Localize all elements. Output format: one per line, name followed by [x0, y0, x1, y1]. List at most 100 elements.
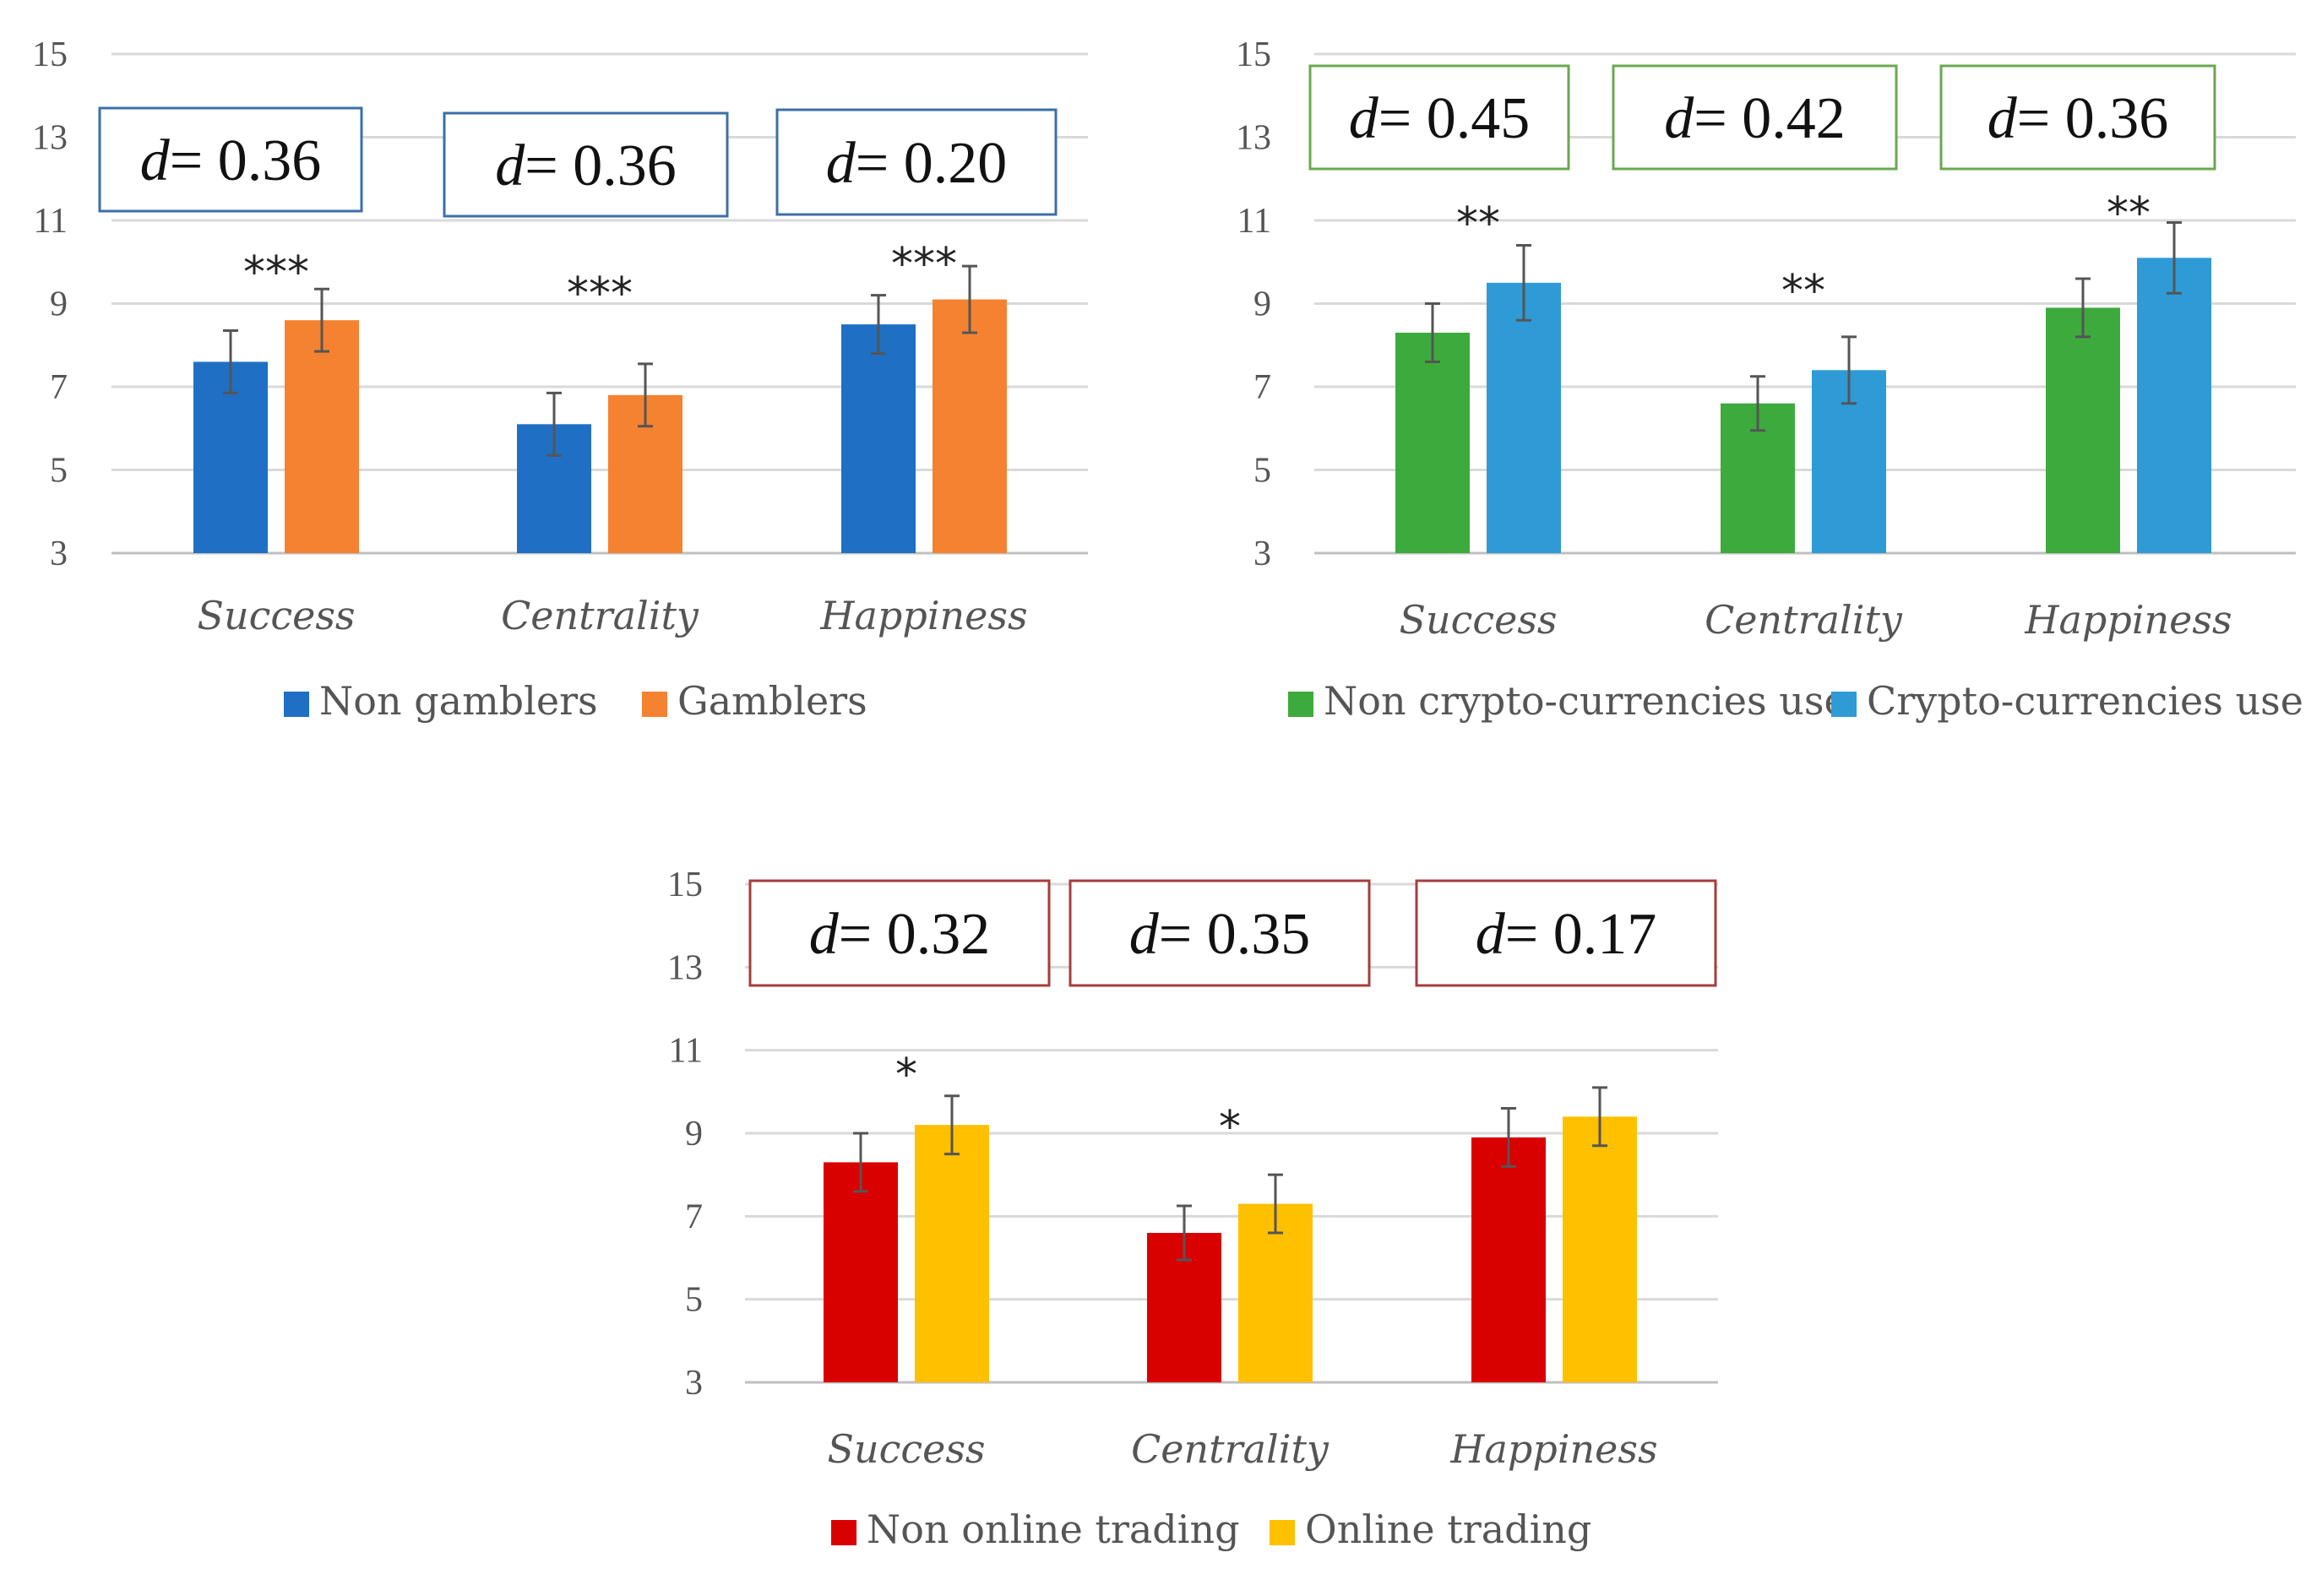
- bar: [915, 1125, 989, 1382]
- effect-size-box: [98, 106, 363, 213]
- effect-size-value: = 0.35: [1159, 902, 1310, 967]
- y-tick-label: 7: [50, 368, 68, 407]
- y-tick-label: 9: [685, 1115, 703, 1154]
- effect-size-value: = 0.36: [525, 133, 676, 198]
- effect-size-value: = 0.20: [856, 131, 1007, 196]
- bar: [1487, 282, 1561, 553]
- significance-label: ***: [243, 247, 309, 298]
- effect-size-box: [1308, 64, 1570, 171]
- category-label: Centrality: [501, 593, 699, 638]
- significance-label: ***: [891, 239, 957, 290]
- effect-size-label: d= 0.32: [809, 902, 990, 967]
- effect-size-symbol: d: [495, 133, 525, 198]
- category-label: Happiness: [1449, 1426, 1657, 1472]
- legend-swatch: [642, 692, 667, 717]
- category-label: Success: [827, 1426, 985, 1472]
- y-tick-label: 9: [1253, 285, 1271, 324]
- y-tick-label: 11: [34, 202, 68, 241]
- effect-size-label: d= 0.36: [140, 128, 321, 193]
- effect-size-symbol: d: [1987, 86, 2018, 151]
- effect-size-box: [775, 108, 1058, 216]
- effect-size-box: [748, 879, 1051, 987]
- bar: [2046, 307, 2120, 553]
- effect-size-symbol: d: [1349, 86, 1379, 151]
- y-tick-label: 7: [685, 1197, 703, 1236]
- effect-size-label: d= 0.45: [1349, 86, 1530, 151]
- y-tick-label: 5: [685, 1281, 703, 1320]
- y-tick-label: 7: [1253, 368, 1271, 407]
- legend-label: Gamblers: [677, 678, 867, 724]
- effect-size-value: = 0.36: [170, 128, 321, 193]
- bar: [824, 1162, 898, 1382]
- y-tick-label: 13: [32, 119, 68, 158]
- effect-size-box: [1612, 64, 1898, 171]
- significance-label: *: [895, 1050, 917, 1100]
- legend-swatch: [1831, 692, 1857, 717]
- legend-label: Crypto-currencies use: [1867, 678, 2303, 724]
- legend-label: Non crypto-currencies use: [1324, 678, 1847, 724]
- significance-label: **: [2107, 188, 2151, 239]
- effect-size-box: [443, 111, 729, 218]
- y-tick-label: 3: [685, 1364, 703, 1403]
- legend-label: Non gamblers: [319, 678, 598, 724]
- effect-size-value: = 0.17: [1505, 902, 1656, 967]
- legend-swatch: [1288, 692, 1313, 717]
- bar: [933, 299, 1007, 553]
- significance-label: **: [1781, 266, 1825, 317]
- effect-size-value: = 0.36: [2017, 86, 2168, 151]
- y-tick-label: 13: [1236, 119, 1271, 158]
- bar: [1395, 332, 1470, 553]
- y-tick-label: 5: [50, 452, 68, 491]
- effect-size-label: d= 0.36: [1987, 86, 2168, 151]
- effect-size-box: [1068, 879, 1371, 987]
- legend-label: Non online trading: [867, 1506, 1240, 1552]
- significance-label: ***: [567, 269, 633, 319]
- y-tick-label: 13: [667, 948, 703, 987]
- legend: Non online trading Online trading: [831, 1506, 1591, 1552]
- legend-swatch: [831, 1520, 856, 1545]
- y-tick-label: 11: [669, 1032, 703, 1071]
- effect-size-label: d= 0.42: [1664, 86, 1845, 151]
- legend-label: Online trading: [1305, 1506, 1591, 1552]
- category-label: Happiness: [819, 593, 1027, 638]
- category-label: Centrality: [1131, 1426, 1330, 1472]
- y-tick-label: 9: [50, 285, 68, 324]
- effect-size-label: d= 0.35: [1129, 902, 1310, 967]
- legend-swatch: [1270, 1520, 1295, 1545]
- effect-size-symbol: d: [140, 128, 171, 193]
- significance-label: *: [1219, 1102, 1241, 1153]
- bar: [285, 320, 359, 553]
- bar: [2137, 258, 2211, 553]
- y-tick-label: 5: [1253, 452, 1271, 491]
- effect-size-value: = 0.42: [1694, 86, 1845, 151]
- y-tick-label: 15: [667, 866, 703, 904]
- effect-size-symbol: d: [1129, 902, 1160, 967]
- bar: [1563, 1116, 1637, 1382]
- y-tick-label: 11: [1237, 202, 1271, 241]
- bar: [841, 324, 916, 553]
- category-label: Happiness: [2024, 597, 2232, 643]
- category-label: Centrality: [1705, 597, 1903, 643]
- y-tick-label: 15: [1236, 35, 1271, 74]
- legend-swatch: [284, 692, 309, 717]
- y-tick-label: 3: [50, 535, 68, 573]
- bar: [1471, 1137, 1546, 1382]
- effect-size-symbol: d: [809, 902, 840, 967]
- effect-size-symbol: d: [826, 131, 856, 196]
- effect-size-label: d= 0.36: [495, 133, 676, 198]
- effect-size-symbol: d: [1476, 902, 1506, 967]
- effect-size-box: [1939, 64, 2216, 171]
- y-tick-label: 3: [1253, 535, 1271, 573]
- legend: Non gamblers Gamblers: [284, 678, 867, 724]
- effect-size-label: d= 0.17: [1476, 902, 1656, 967]
- effect-size-value: = 0.32: [839, 902, 990, 967]
- effect-size-symbol: d: [1664, 86, 1694, 151]
- category-label: Success: [1399, 597, 1557, 643]
- category-label: Success: [197, 593, 355, 638]
- effect-size-value: = 0.45: [1378, 86, 1530, 151]
- significance-label: **: [1456, 198, 1500, 249]
